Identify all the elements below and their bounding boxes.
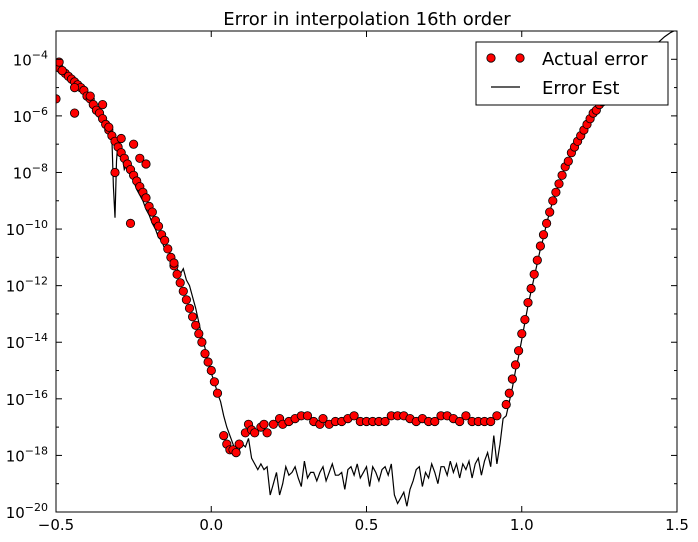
data-point: [510, 360, 521, 370]
legend-label-error-est: Error Est: [542, 78, 619, 99]
data-point: [501, 399, 511, 410]
data-point: [175, 278, 185, 288]
data-point: [98, 100, 108, 110]
data-point: [526, 283, 536, 294]
data-point: [535, 241, 546, 251]
data-point: [191, 320, 201, 330]
data-point: [557, 170, 567, 180]
series-actual-error: [56, 57, 642, 458]
data-point: [545, 207, 555, 217]
y-tick-label: 10−10: [6, 218, 48, 239]
data-point: [461, 411, 471, 421]
data-point: [197, 337, 207, 347]
legend-label-actual-error: Actual error: [542, 49, 648, 70]
data-point: [178, 286, 188, 296]
legend: Actual error Error Est: [475, 41, 669, 106]
data-point: [507, 374, 518, 384]
data-point: [520, 314, 530, 325]
data-point: [141, 159, 151, 169]
data-point: [125, 218, 136, 228]
data-point: [206, 365, 216, 376]
data-point: [194, 329, 204, 339]
data-point: [486, 416, 496, 427]
data-point: [455, 416, 465, 427]
data-point: [169, 258, 179, 268]
data-point: [163, 244, 173, 254]
data-point: [129, 139, 139, 149]
y-tick-label: 10−18: [6, 444, 48, 465]
data-point: [554, 179, 564, 189]
data-point: [250, 428, 260, 438]
data-point: [504, 388, 514, 398]
y-tick-label: 10−12: [6, 275, 48, 296]
data-point: [532, 255, 542, 265]
data-point: [56, 94, 61, 104]
data-point: [85, 91, 95, 101]
data-point: [380, 416, 390, 427]
data-point: [523, 297, 533, 308]
data-point: [548, 196, 558, 206]
chart-title: Error in interpolation 16th order: [223, 9, 511, 30]
data-point: [147, 207, 157, 217]
data-point: [209, 377, 219, 387]
data-point: [262, 428, 272, 438]
data-point: [513, 346, 524, 356]
data-point: [541, 218, 552, 228]
y-tick-label: 10−4: [13, 48, 48, 69]
x-tick-label: −0.5: [38, 516, 74, 534]
data-point: [551, 187, 561, 197]
data-point: [212, 388, 223, 398]
data-point: [231, 447, 241, 458]
data-point: [188, 312, 198, 322]
data-point: [302, 411, 313, 421]
legend-marker-actual-error: [486, 53, 496, 63]
y-tick-label: 10−6: [13, 105, 48, 126]
data-point: [57, 66, 67, 76]
axes: −0.5 0.0 0.5 1.0 1.5 10−4 10−6 10−8 10−10 10−12 10…: [6, 30, 689, 534]
data-point: [56, 57, 64, 67]
x-tick-label: 0.5: [355, 516, 379, 534]
data-point: [430, 416, 440, 427]
data-point: [318, 413, 328, 424]
data-point: [184, 303, 195, 313]
data-point: [529, 269, 539, 279]
data-point: [160, 235, 170, 245]
x-tick-label: 1.5: [665, 516, 689, 534]
legend-marker-actual-error: [515, 53, 525, 63]
data-point: [492, 411, 502, 421]
data-point: [172, 269, 182, 279]
x-tick-label: 0.0: [199, 516, 223, 534]
data-point: [517, 329, 527, 339]
data-point: [203, 357, 213, 367]
data-point: [268, 419, 278, 429]
data-point: [538, 230, 549, 240]
data-point: [153, 221, 164, 231]
data-point: [104, 122, 114, 132]
legend-box: [475, 41, 669, 106]
x-tick-label: 1.0: [510, 516, 534, 534]
y-tick-label: 10−16: [6, 388, 48, 409]
y-tick-label: 10−14: [6, 331, 48, 352]
data-point: [349, 411, 359, 421]
data-point: [70, 108, 80, 118]
data-point: [219, 430, 229, 441]
data-point: [200, 348, 210, 359]
y-tick-label: 10−20: [6, 501, 48, 522]
y-tick-label: 10−8: [13, 161, 48, 182]
data-point: [141, 193, 151, 203]
data-point: [181, 295, 191, 305]
data-point: [135, 153, 145, 163]
data-point: [234, 439, 244, 449]
data-point: [70, 83, 80, 93]
data-point: [110, 167, 120, 178]
data-point: [116, 133, 126, 144]
data-point: [563, 156, 573, 166]
data-point: [259, 419, 269, 429]
